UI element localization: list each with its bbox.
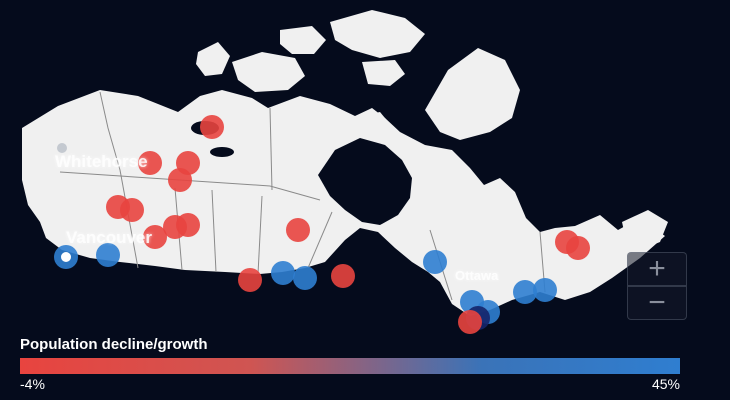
devon-island bbox=[362, 60, 405, 86]
hudson-bay bbox=[318, 138, 412, 225]
map-marker[interactable] bbox=[96, 243, 120, 267]
baffin-island bbox=[425, 48, 520, 140]
map-marker[interactable] bbox=[513, 280, 537, 304]
map-marker[interactable] bbox=[566, 236, 590, 260]
map-marker[interactable] bbox=[271, 261, 295, 285]
zoom-in-button[interactable]: + bbox=[627, 252, 687, 286]
legend-max-label: 45% bbox=[651, 376, 680, 392]
city-label-ottawa: Ottawa bbox=[455, 268, 499, 283]
map-marker[interactable] bbox=[286, 218, 310, 242]
legend-min-label: -4% bbox=[20, 376, 45, 392]
map-marker[interactable] bbox=[120, 198, 144, 222]
map-marker[interactable] bbox=[57, 143, 67, 153]
city-label-whitehorse: Whitehorse bbox=[55, 152, 148, 171]
southampton-island bbox=[360, 112, 390, 134]
map-marker[interactable] bbox=[423, 250, 447, 274]
map-marker[interactable] bbox=[331, 264, 355, 288]
map-marker[interactable] bbox=[168, 168, 192, 192]
city-label-vancouver: Vancouver bbox=[66, 228, 152, 247]
map-marker[interactable] bbox=[143, 225, 167, 249]
great-slave-lake bbox=[210, 147, 234, 157]
map-marker[interactable] bbox=[138, 151, 162, 175]
arctic-island bbox=[280, 26, 326, 54]
zoom-out-button[interactable]: − bbox=[627, 286, 687, 320]
vancouver-marker-center bbox=[61, 252, 71, 262]
banks-island bbox=[196, 42, 230, 76]
victoria-island bbox=[232, 52, 305, 92]
map-marker[interactable] bbox=[176, 213, 200, 237]
map-marker[interactable] bbox=[458, 310, 482, 334]
map-marker[interactable] bbox=[200, 115, 224, 139]
map-marker[interactable] bbox=[293, 266, 317, 290]
legend-title: Population decline/growth bbox=[20, 336, 208, 353]
map-marker[interactable] bbox=[533, 278, 557, 302]
legend-gradient-bar bbox=[20, 358, 680, 374]
newfoundland bbox=[622, 210, 668, 250]
map-marker[interactable] bbox=[238, 268, 262, 292]
data-points bbox=[54, 115, 590, 334]
ellesmere-island bbox=[330, 10, 425, 58]
